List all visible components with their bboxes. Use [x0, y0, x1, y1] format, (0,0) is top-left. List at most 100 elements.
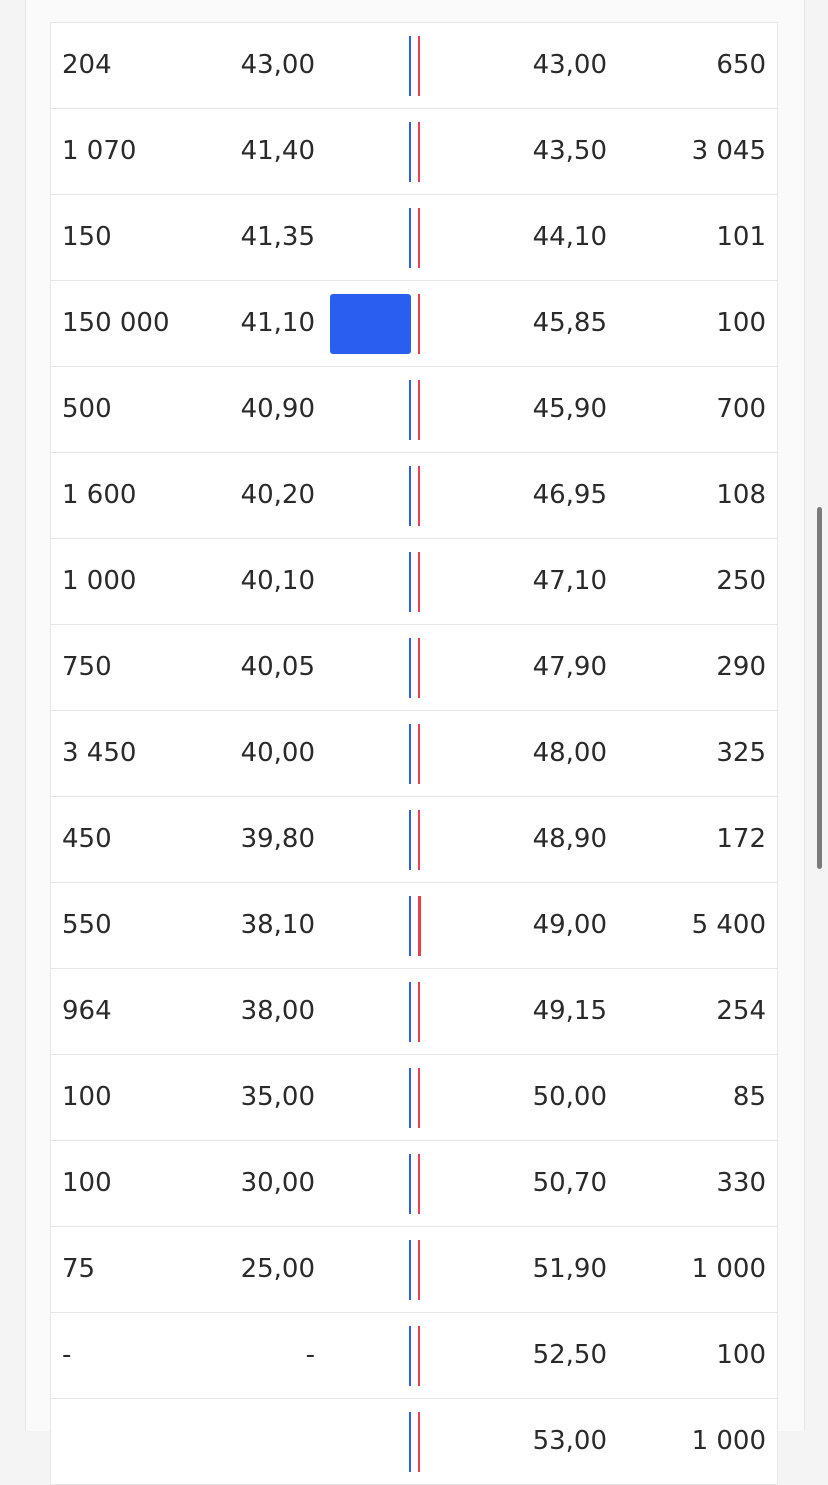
ask-price: 48,90 — [532, 824, 607, 854]
ask-volume: 250 — [716, 566, 766, 596]
bid-depth-bar — [409, 466, 411, 526]
bid-volume: 450 — [62, 824, 112, 854]
bid-price: 25,00 — [240, 1254, 315, 1284]
order-row: 750 40,05 47,90 290 — [50, 625, 778, 711]
ask-price: 44,10 — [532, 222, 607, 252]
ask-price: 45,90 — [532, 394, 607, 424]
ask-depth-bar — [418, 1068, 420, 1128]
bid-volume: 100 — [62, 1168, 112, 1198]
bid-volume: 1 000 — [62, 566, 137, 596]
ask-price: 50,00 — [532, 1082, 607, 1112]
ask-price: 47,90 — [532, 652, 607, 682]
order-row: 150 41,35 44,10 101 — [50, 195, 778, 281]
bid-volume: 1 600 — [62, 480, 137, 510]
bid-price: 40,05 — [240, 652, 315, 682]
ask-volume: 330 — [716, 1168, 766, 1198]
ask-depth-bar — [418, 1412, 420, 1472]
ask-volume: 85 — [732, 1082, 766, 1112]
ask-price: 52,50 — [532, 1340, 607, 1370]
ask-volume: 108 — [716, 480, 766, 510]
ask-volume: 325 — [716, 738, 766, 768]
ask-depth-bar — [418, 208, 420, 268]
ask-volume: 650 — [716, 50, 766, 80]
bid-volume: 3 450 — [62, 738, 137, 768]
bid-price: - — [305, 1340, 315, 1370]
ask-depth-bar — [418, 982, 420, 1042]
bid-volume: 550 — [62, 910, 112, 940]
ask-depth-bar — [418, 724, 420, 784]
order-row: 1 000 40,10 47,10 250 — [50, 539, 778, 625]
bid-depth-bar — [409, 1412, 411, 1472]
bid-volume: 964 — [62, 996, 112, 1026]
order-row: - - 52,50 100 — [50, 1313, 778, 1399]
ask-volume: 1 000 — [691, 1426, 766, 1456]
ask-price: 43,00 — [532, 50, 607, 80]
ask-depth-bar — [418, 466, 420, 526]
bid-price: 30,00 — [240, 1168, 315, 1198]
ask-depth-bar — [418, 810, 420, 870]
bid-volume: 100 — [62, 1082, 112, 1112]
order-row: 500 40,90 45,90 700 — [50, 367, 778, 453]
bid-depth-bar — [330, 294, 411, 354]
bid-price: 35,00 — [240, 1082, 315, 1112]
ask-price: 51,90 — [532, 1254, 607, 1284]
ask-price: 49,00 — [532, 910, 607, 940]
ask-volume: 1 000 — [691, 1254, 766, 1284]
bid-price: 38,00 — [240, 996, 315, 1026]
bid-volume: 75 — [62, 1254, 96, 1284]
order-row: 450 39,80 48,90 172 — [50, 797, 778, 883]
ask-volume: 172 — [716, 824, 766, 854]
order-row: 1 600 40,20 46,95 108 — [50, 453, 778, 539]
ask-volume: 254 — [716, 996, 766, 1026]
bid-depth-bar — [409, 380, 411, 440]
ask-volume: 3 045 — [691, 136, 766, 166]
bid-depth-bar — [409, 1240, 411, 1300]
ask-price: 45,85 — [532, 308, 607, 338]
bid-price: 43,00 — [240, 50, 315, 80]
bid-depth-bar — [409, 638, 411, 698]
ask-depth-bar — [418, 294, 420, 354]
bid-price: 38,10 — [240, 910, 315, 940]
bid-volume: 204 — [62, 50, 112, 80]
ask-price: 49,15 — [532, 996, 607, 1026]
bid-volume: 1 070 — [62, 136, 137, 166]
bid-depth-bar — [409, 1068, 411, 1128]
order-row: 100 35,00 50,00 85 — [50, 1055, 778, 1141]
scrollbar[interactable] — [817, 507, 822, 869]
bid-depth-bar — [409, 208, 411, 268]
order-row: 964 38,00 49,15 254 — [50, 969, 778, 1055]
ask-volume: 700 — [716, 394, 766, 424]
ask-depth-bar — [418, 122, 420, 182]
ask-price: 43,50 — [532, 136, 607, 166]
ask-depth-bar — [418, 1326, 420, 1386]
bid-price: 39,80 — [240, 824, 315, 854]
page: 204 43,00 43,00 650 1 070 41,40 43,50 3 045 150 4… — [25, 0, 822, 1485]
bid-price: 40,90 — [240, 394, 315, 424]
bid-depth-bar — [409, 1326, 411, 1386]
bid-price: 41,10 — [240, 308, 315, 338]
bid-volume: 150 000 — [62, 308, 170, 338]
bid-volume: - — [62, 1340, 72, 1370]
ask-volume: 100 — [716, 1340, 766, 1370]
order-row: 3 450 40,00 48,00 325 — [50, 711, 778, 797]
order-row: 100 30,00 50,70 330 — [50, 1141, 778, 1227]
ask-price: 46,95 — [532, 480, 607, 510]
bid-depth-bar — [409, 122, 411, 182]
bid-price: 40,20 — [240, 480, 315, 510]
bid-depth-bar — [409, 896, 411, 956]
bid-depth-bar — [409, 724, 411, 784]
ask-depth-bar — [418, 638, 420, 698]
ask-volume: 290 — [716, 652, 766, 682]
order-row: 1 070 41,40 43,50 3 045 — [50, 109, 778, 195]
order-row: 550 38,10 49,00 5 400 — [50, 883, 778, 969]
ask-volume: 101 — [716, 222, 766, 252]
ask-depth-bar — [418, 552, 420, 612]
ask-depth-bar — [418, 36, 420, 96]
ask-price: 48,00 — [532, 738, 607, 768]
bid-depth-bar — [409, 36, 411, 96]
ask-volume: 100 — [716, 308, 766, 338]
bid-depth-bar — [409, 982, 411, 1042]
bid-depth-bar — [409, 1154, 411, 1214]
bid-volume: 150 — [62, 222, 112, 252]
order-row: 75 25,00 51,90 1 000 — [50, 1227, 778, 1313]
